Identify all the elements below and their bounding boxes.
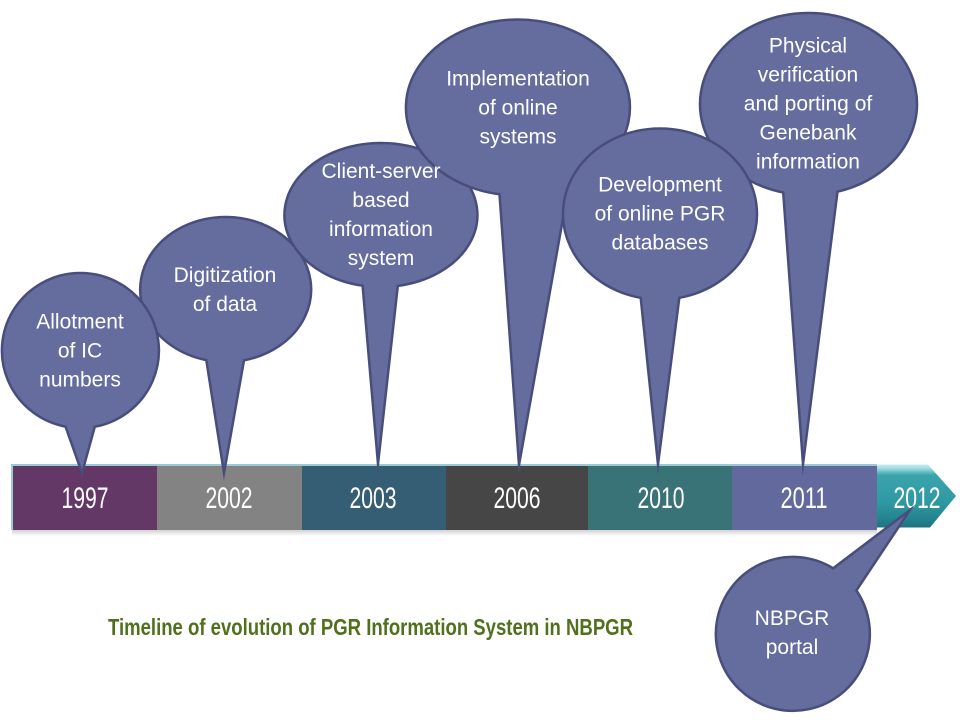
svg-text:Timeline of evolution of PGR I: Timeline of evolution of PGR Information… [108, 614, 633, 640]
svg-text:2010: 2010 [638, 482, 685, 515]
svg-text:2003: 2003 [350, 482, 397, 515]
svg-text:2011: 2011 [781, 482, 828, 515]
svg-text:1997: 1997 [62, 482, 109, 515]
svg-text:2002: 2002 [206, 482, 253, 515]
svg-text:2012: 2012 [894, 482, 941, 515]
svg-text:2006: 2006 [494, 482, 541, 515]
